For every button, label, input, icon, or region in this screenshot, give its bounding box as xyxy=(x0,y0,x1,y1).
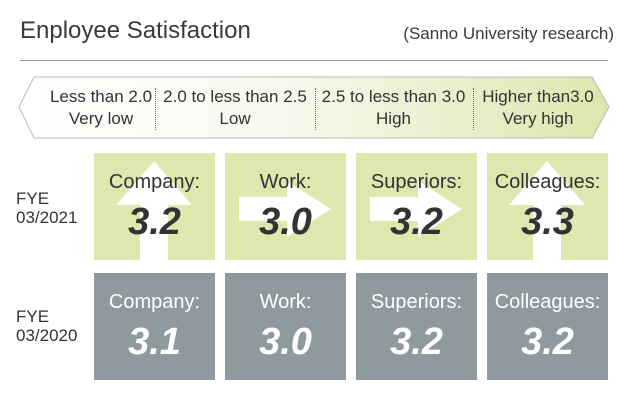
arrow-right-icon xyxy=(239,181,331,237)
card-label: Company: xyxy=(108,171,201,193)
card-label: Company: xyxy=(108,291,201,313)
card-work-2020: Work: 3.0 xyxy=(225,273,346,380)
scale-segment-very-low: Less than 2.0 Very low xyxy=(36,86,166,130)
scale-range: Less than 2.0 xyxy=(49,87,153,106)
row-label-line: FYE xyxy=(16,189,50,208)
page-title: Enployee Satisfaction xyxy=(20,17,251,44)
scale-segment-high: 2.5 to less than 3.0 High xyxy=(315,86,472,130)
card-value: 3.2 xyxy=(390,201,443,243)
card-label: Colleagues: xyxy=(494,291,601,313)
scale-segment-low: 2.0 to less than 2.5 Low xyxy=(156,86,314,130)
card-label: Colleagues: xyxy=(494,171,601,193)
scale-arrow-shape xyxy=(18,76,610,139)
card-value: 3.0 xyxy=(259,201,312,243)
row-label-line: 03/2021 xyxy=(16,208,78,227)
card-colleagues-2020: Colleagues: 3.2 xyxy=(487,273,608,380)
scale-divider xyxy=(473,88,474,130)
row-label-line: 03/2020 xyxy=(16,326,78,345)
card-value: 3.2 xyxy=(390,321,443,363)
arrow-up-icon xyxy=(116,161,192,260)
arrow-up-icon xyxy=(509,161,585,260)
card-company-2021: Company: 3.2 xyxy=(94,153,215,260)
scale-range: Higher than3.0 xyxy=(482,87,594,106)
scale-divider xyxy=(155,88,156,130)
card-superiors-2020: Superiors: 3.2 xyxy=(356,273,477,380)
card-value: 3.1 xyxy=(128,321,181,363)
scale-level: Low xyxy=(219,109,251,128)
scale-range: 2.5 to less than 3.0 xyxy=(321,87,466,106)
card-work-2021: Work: 3.0 xyxy=(225,153,346,260)
row-label-fye-2021: FYE 03/2021 xyxy=(16,189,77,227)
card-label: Work: xyxy=(259,171,312,193)
card-superiors-2021: Superiors: 3.2 xyxy=(356,153,477,260)
title-divider xyxy=(20,60,608,61)
card-colleagues-2021: Colleagues: 3.3 xyxy=(487,153,608,260)
row-label-fye-2020: FYE 03/2020 xyxy=(16,307,77,345)
scale-segment-very-high: Higher than3.0 Very high xyxy=(474,86,602,130)
scale-level: Very high xyxy=(502,109,574,128)
scale-level: Very low xyxy=(68,109,134,128)
arrow-right-icon xyxy=(370,181,462,237)
rating-scale-bar: Less than 2.0 Very low 2.0 to less than … xyxy=(18,76,610,139)
scale-level: High xyxy=(376,109,411,128)
card-company-2020: Company: 3.1 xyxy=(94,273,215,380)
card-label: Superiors: xyxy=(370,291,463,313)
scale-divider xyxy=(315,88,316,130)
card-label: Superiors: xyxy=(370,171,463,193)
row-label-line: FYE xyxy=(16,307,50,326)
source-note: (Sanno University research) xyxy=(403,24,614,43)
card-value: 3.3 xyxy=(521,201,574,243)
card-value: 3.0 xyxy=(259,321,312,363)
card-value: 3.2 xyxy=(128,201,181,243)
card-label: Work: xyxy=(259,291,312,313)
scale-range: 2.0 to less than 2.5 xyxy=(163,87,307,106)
card-value: 3.2 xyxy=(521,321,574,363)
